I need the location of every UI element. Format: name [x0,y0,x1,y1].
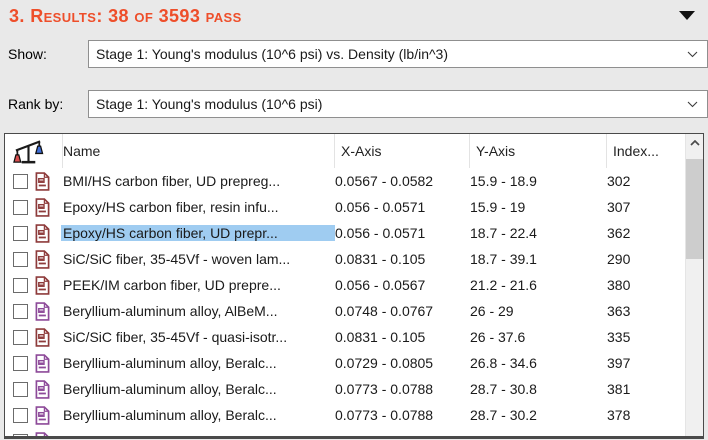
row-x-axis-range: 0.056 - 0.0567 [335,277,426,293]
row-checkbox[interactable] [13,251,28,267]
datasheet-icon [35,249,50,269]
table-row[interactable]: Beryllium-aluminum alloy, Beralc... 0.07… [5,376,686,402]
rank-column-header[interactable] [13,134,63,168]
datasheet-icon [35,379,50,399]
chevron-up-icon [689,139,700,146]
table-row[interactable]: Beryllium-aluminum alloy, Beralc... 0.07… [5,350,686,376]
balance-scale-icon [13,140,44,164]
scrollbar-thumb[interactable] [686,159,703,259]
row-checkbox[interactable] [13,407,28,423]
datasheet-icon [35,301,50,321]
table-row[interactable]: Beryllium-aluminum alloy, Beralc... [5,428,686,436]
datasheet-icon [35,171,50,191]
scrollbar-up-button[interactable] [686,134,703,151]
row-y-axis-range: 21.2 - 21.6 [470,277,537,293]
datasheet-icon [35,197,50,217]
row-y-axis-range: 26 - 37.6 [470,329,526,345]
row-index-value: 362 [607,225,631,241]
row-x-axis-range: 0.0831 - 0.105 [335,329,426,345]
row-x-axis-range: 0.0773 - 0.0788 [335,381,434,397]
row-material-name: SiC/SiC fiber, 35-45Vf - woven lam... [63,251,291,267]
results-title: 3. Results: 38 of 3593 pass [9,6,242,26]
results-panel-header: 3. Results: 38 of 3593 pass [0,0,708,36]
table-row[interactable]: SiC/SiC fiber, 35-45Vf - quasi-isotr... … [5,324,686,350]
row-material-name: SiC/SiC fiber, 35-45Vf - quasi-isotr... [63,329,288,345]
row-material-name: Beryllium-aluminum alloy, Beralc... [63,381,277,397]
datasheet-icon [35,327,50,347]
row-material-name: Epoxy/HS carbon fiber, resin infu... [63,199,279,215]
show-dropdown-value: Stage 1: Young's modulus (10^6 psi) vs. … [96,46,448,62]
row-checkbox[interactable] [13,225,28,241]
table-row[interactable]: BMI/HS carbon fiber, UD prepreg... 0.056… [5,168,686,194]
column-header-x-axis[interactable]: X-Axis [335,134,470,168]
row-checkbox[interactable] [13,381,28,397]
row-x-axis-range: 0.056 - 0.0571 [335,199,426,215]
row-checkbox[interactable] [13,303,28,319]
table-row[interactable]: Beryllium-aluminum alloy, Beralc... 0.07… [5,402,686,428]
row-index-value: 335 [607,329,631,345]
row-y-axis-range: 26.8 - 34.6 [470,355,537,371]
results-table: Name X-Axis Y-Axis Index... BMI/HS carbo… [4,133,704,439]
rank-by-dropdown[interactable]: Stage 1: Young's modulus (10^6 psi) [88,90,708,118]
column-header-index[interactable]: Index... [613,143,659,159]
datasheet-icon [35,275,50,295]
datasheet-icon [35,431,50,436]
row-checkbox[interactable] [13,329,28,345]
row-x-axis-range: 0.0831 - 0.105 [335,251,426,267]
row-y-axis-range: 28.7 - 30.8 [470,381,537,397]
rank-by-label: Rank by: [8,96,64,112]
chevron-down-icon [687,51,698,58]
row-y-axis-range: 28.7 - 30.2 [470,407,537,423]
row-index-value: 302 [607,173,631,189]
row-checkbox[interactable] [13,355,28,371]
vertical-scrollbar[interactable] [685,134,703,436]
show-dropdown[interactable]: Stage 1: Young's modulus (10^6 psi) vs. … [88,40,708,68]
table-row[interactable]: Epoxy/HS carbon fiber, UD prepr... 0.056… [5,220,686,246]
row-material-name: Beryllium-aluminum alloy, Beralc... [63,355,277,371]
row-index-value: 397 [607,355,631,371]
row-y-axis-range: 26 - 29 [470,303,514,319]
row-checkbox[interactable] [13,277,28,293]
column-header-y-axis[interactable]: Y-Axis [470,134,607,168]
row-material-name: BMI/HS carbon fiber, UD prepreg... [63,173,281,189]
row-index-value: 290 [607,251,631,267]
table-row[interactable]: SiC/SiC fiber, 35-45Vf - woven lam... 0.… [5,246,686,272]
row-index-value: 307 [607,199,631,215]
datasheet-icon [35,353,50,373]
row-checkbox[interactable] [13,173,28,189]
row-y-axis-range: 15.9 - 19 [470,199,526,215]
datasheet-icon [35,405,50,425]
row-x-axis-range: 0.0773 - 0.0788 [335,407,434,423]
row-checkbox[interactable] [13,199,28,215]
rank-by-dropdown-value: Stage 1: Young's modulus (10^6 psi) [96,96,323,112]
row-y-axis-range: 15.9 - 18.9 [470,173,537,189]
chevron-down-icon [687,101,698,108]
table-row[interactable]: Epoxy/HS carbon fiber, resin infu... 0.0… [5,194,686,220]
row-material-name: Beryllium-aluminum alloy, Beralc... [63,407,277,423]
row-x-axis-range: 0.0748 - 0.0767 [335,303,434,319]
row-material-name: Beryllium-aluminum alloy, Beralc... [63,433,335,436]
row-material-name: Beryllium-aluminum alloy, AlBeM... [63,303,278,319]
row-index-value: 380 [607,277,631,293]
row-index-value: 381 [607,381,631,397]
row-material-name: PEEK/IM carbon fiber, UD prepre... [63,277,281,293]
row-checkbox[interactable] [13,433,28,436]
results-table-header: Name X-Axis Y-Axis Index... [5,134,686,168]
row-y-axis-range: 18.7 - 39.1 [470,251,537,267]
row-material-name: Epoxy/HS carbon fiber, UD prepr... [61,225,335,241]
show-label: Show: [8,46,47,62]
row-x-axis-range: 0.056 - 0.0571 [335,225,426,241]
row-y-axis-range: 18.7 - 22.4 [470,225,537,241]
results-table-body: BMI/HS carbon fiber, UD prepreg... 0.056… [5,168,686,436]
table-row[interactable]: PEEK/IM carbon fiber, UD prepre... 0.056… [5,272,686,298]
collapse-triangle-icon[interactable] [679,11,695,20]
datasheet-icon [35,223,50,243]
row-x-axis-range: 0.0567 - 0.0582 [335,173,434,189]
table-row[interactable]: Beryllium-aluminum alloy, AlBeM... 0.074… [5,298,686,324]
row-index-value: 363 [607,303,631,319]
column-header-name[interactable]: Name [63,134,335,168]
row-index-value: 378 [607,407,631,423]
row-x-axis-range: 0.0729 - 0.0805 [335,355,434,371]
